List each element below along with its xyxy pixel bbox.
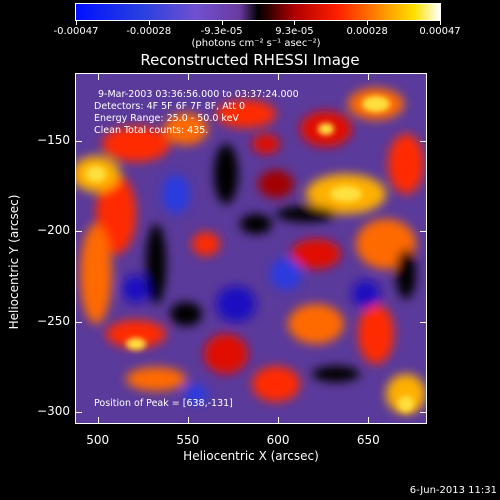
colorbar-tick-mark [76,21,77,25]
y-tick-mark [76,141,82,142]
colorbar-tick-label: 9.3e-05 [275,26,314,37]
heatmap-blob [216,100,276,128]
heatmap-blob [106,320,166,348]
heatmap-blob [276,206,336,222]
heatmap-blob [386,374,426,414]
colorbar-tick-label: -0.00047 [53,26,99,37]
y-tick-label: −250 [37,313,70,328]
info-detectors: Detectors: 4F 5F 6F 7F 8F, Att 0 [94,101,246,112]
y-tick-mark [420,412,426,413]
heatmap-blob [162,174,190,214]
x-tick-mark [368,417,369,423]
heatmap-blob [146,224,166,304]
info-peak-position: Position of Peak = [638,-131] [94,398,233,409]
heatmap-hot-core [126,338,146,350]
heatmap-blob [240,214,272,234]
heatmap-blob [216,286,256,322]
heatmap-blob [122,275,150,303]
y-tick-mark [420,141,426,142]
colorbar-tick-label: -0.00028 [126,26,172,37]
y-tick-label: −300 [37,404,70,419]
x-tick-mark [188,74,189,80]
heatmap-blob [214,144,238,204]
heatmap-hot-core [318,123,334,135]
plot-area: 9-Mar-2003 03:36:56.000 to 03:37:24.000 … [75,73,427,424]
x-tick-mark [98,74,99,80]
colorbar-tick-mark [367,21,368,25]
colorbar-tick-mark [294,21,295,25]
x-tick-label: 550 [176,433,200,447]
y-tick-mark [420,231,426,232]
y-tick-mark [76,231,82,232]
heatmap-blob [170,302,202,326]
heatmap-blob [126,367,186,391]
x-axis-label: Heliocentric X (arcsec) [183,449,319,463]
heatmap-blob [396,249,416,299]
heatmap-blob [80,224,112,324]
chart-title: Reconstructed RHESSI Image [140,51,360,69]
heatmap-blob [204,334,248,374]
info-energy-range: Energy Range: 25.0 - 50.0 keV [94,113,239,124]
heatmap-blob [252,134,280,154]
heatmap-blob [252,366,300,402]
x-tick-label: 500 [86,433,110,447]
y-axis-label: Heliocentric Y (arcsec) [7,194,21,330]
x-tick-label: 650 [356,433,380,447]
colorbar-unit-label: (photons cm⁻² s⁻¹ asec⁻²) [191,38,321,49]
heatmap-hot-core [330,186,362,202]
y-tick-mark [420,322,426,323]
heatmap-blob [358,304,394,364]
y-tick-mark [76,322,82,323]
footer-timestamp: 6-Jun-2013 11:31 [409,485,497,496]
colorbar [75,3,441,21]
x-tick-mark [188,417,189,423]
heatmap-blob [312,366,360,382]
heatmap-blob [184,384,208,404]
y-tick-label: −150 [37,132,70,147]
x-tick-mark [278,74,279,80]
colorbar-tick-label: -9.3e-05 [200,26,243,37]
heatmap-hot-core [362,96,390,112]
heatmap-hot-core [398,396,414,412]
colorbar-tick-mark [149,21,150,25]
heatmap-blob [192,232,220,256]
x-tick-mark [98,417,99,423]
heatmap-blob [388,134,424,194]
colorbar-tick-label: 0.00047 [419,26,461,37]
colorbar-gradient [76,4,440,20]
heatmap-blob [352,280,380,308]
info-time-range: 9-Mar-2003 03:36:56.000 to 03:37:24.000 [98,89,299,100]
colorbar-tick-label: 0.00028 [346,26,388,37]
colorbar-tick-mark [222,21,223,25]
y-tick-label: −200 [37,223,70,238]
colorbar-tick-mark [440,21,441,25]
heatmap-blob [291,239,341,269]
heatmap-blob [270,258,302,290]
y-tick-mark [76,412,82,413]
x-tick-mark [278,417,279,423]
heatmap-blob [96,174,136,254]
heatmap-hot-core [86,166,106,182]
heatmap-blob [258,170,294,198]
x-tick-label: 600 [266,433,290,447]
info-clean-counts: Clean Total counts: 435. [94,125,209,136]
heatmap-blob [102,126,170,162]
heatmap-blob [288,304,344,344]
image-heatmap [76,74,426,423]
x-tick-mark [368,74,369,80]
heatmap-blob [164,113,208,145]
